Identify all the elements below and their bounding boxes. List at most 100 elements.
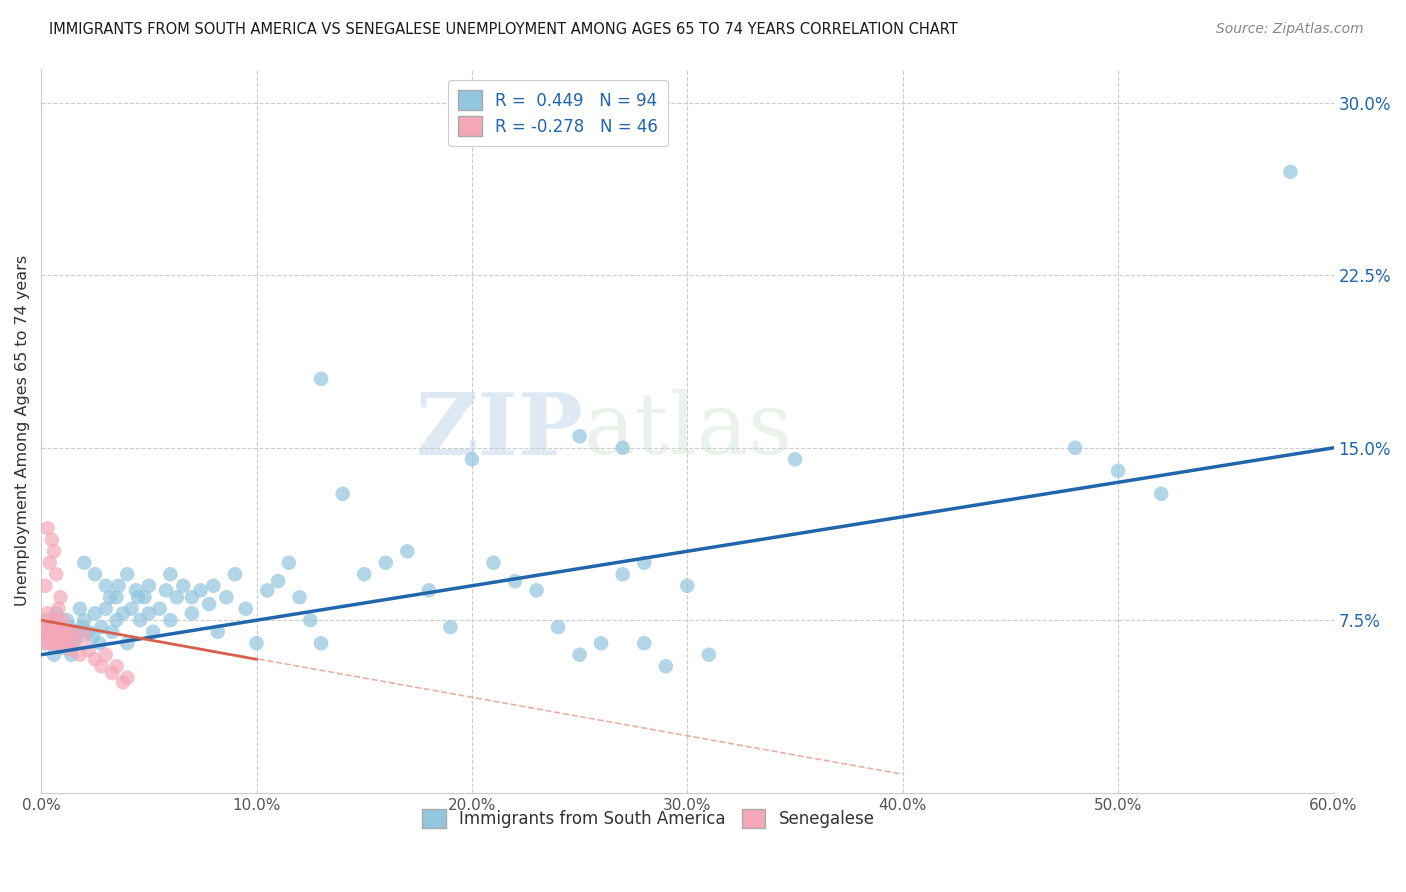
Point [94,601,117,615]
Point [374,556,396,570]
Point [56,624,79,639]
Point [49,591,72,605]
Point [56,613,79,627]
Point [180,591,202,605]
Point [52,636,75,650]
Point [111,675,134,690]
Point [31,624,53,639]
Point [62,636,84,650]
Point [52,640,75,655]
Point [107,579,129,593]
Point [207,624,229,639]
Point [42,544,65,558]
Point [60,643,83,657]
Point [172,579,194,593]
Point [34,613,56,627]
Point [288,591,311,605]
Point [396,544,419,558]
Point [101,666,124,681]
Point [45,567,67,582]
Point [98,591,121,605]
Point [58,629,80,643]
Point [127,591,149,605]
Point [612,567,634,582]
Point [42,636,65,650]
Point [697,648,720,662]
Point [65,624,87,639]
Point [45,629,67,643]
Point [46,613,69,627]
Point [267,574,290,589]
Point [159,567,181,582]
Point [461,452,484,467]
Point [568,648,591,662]
Point [155,583,177,598]
Point [245,636,267,650]
Point [69,601,91,615]
Point [224,567,246,582]
Point [56,636,79,650]
Point [42,648,65,662]
Point [84,607,107,621]
Point [526,583,548,598]
Point [46,636,69,650]
Point [105,591,128,605]
Point [190,583,212,598]
Text: Source: ZipAtlas.com: Source: ZipAtlas.com [1216,22,1364,37]
Point [66,629,89,643]
Point [94,648,117,662]
Point [48,624,70,639]
Point [125,583,148,598]
Point [51,629,73,643]
Text: IMMIGRANTS FROM SOUTH AMERICA VS SENEGALESE UNEMPLOYMENT AMONG AGES 65 TO 74 YEA: IMMIGRANTS FROM SOUTH AMERICA VS SENEGAL… [49,22,957,37]
Point [202,579,225,593]
Point [105,659,128,673]
Point [84,652,107,666]
Point [60,648,83,662]
Point [129,613,152,627]
Point [439,620,461,634]
Point [1107,464,1129,478]
Point [34,636,56,650]
Point [46,601,69,615]
Point [41,533,63,547]
Point [52,613,75,627]
Point [49,624,72,639]
Point [633,556,655,570]
Point [65,636,87,650]
Point [1279,165,1302,179]
Point [37,613,59,627]
Point [90,620,112,634]
Point [655,659,678,673]
Point [39,636,62,650]
Point [89,636,111,650]
Point [612,441,634,455]
Point [159,613,181,627]
Point [149,601,172,615]
Point [73,556,96,570]
Text: ZIP: ZIP [416,389,583,473]
Point [32,636,55,650]
Point [142,624,165,639]
Point [34,579,56,593]
Point [46,636,69,650]
Point [117,671,139,685]
Point [53,624,76,639]
Point [35,620,58,634]
Point [34,624,56,639]
Point [235,601,257,615]
Point [41,624,63,639]
Point [77,643,100,657]
Y-axis label: Unemployment Among Ages 65 to 74 years: Unemployment Among Ages 65 to 74 years [15,255,30,607]
Point [783,452,806,467]
Point [111,607,134,621]
Point [117,567,139,582]
Point [38,556,60,570]
Point [138,579,160,593]
Point [45,607,67,621]
Point [44,624,66,639]
Point [309,636,332,650]
Point [121,601,143,615]
Point [676,579,699,593]
Point [82,629,104,643]
